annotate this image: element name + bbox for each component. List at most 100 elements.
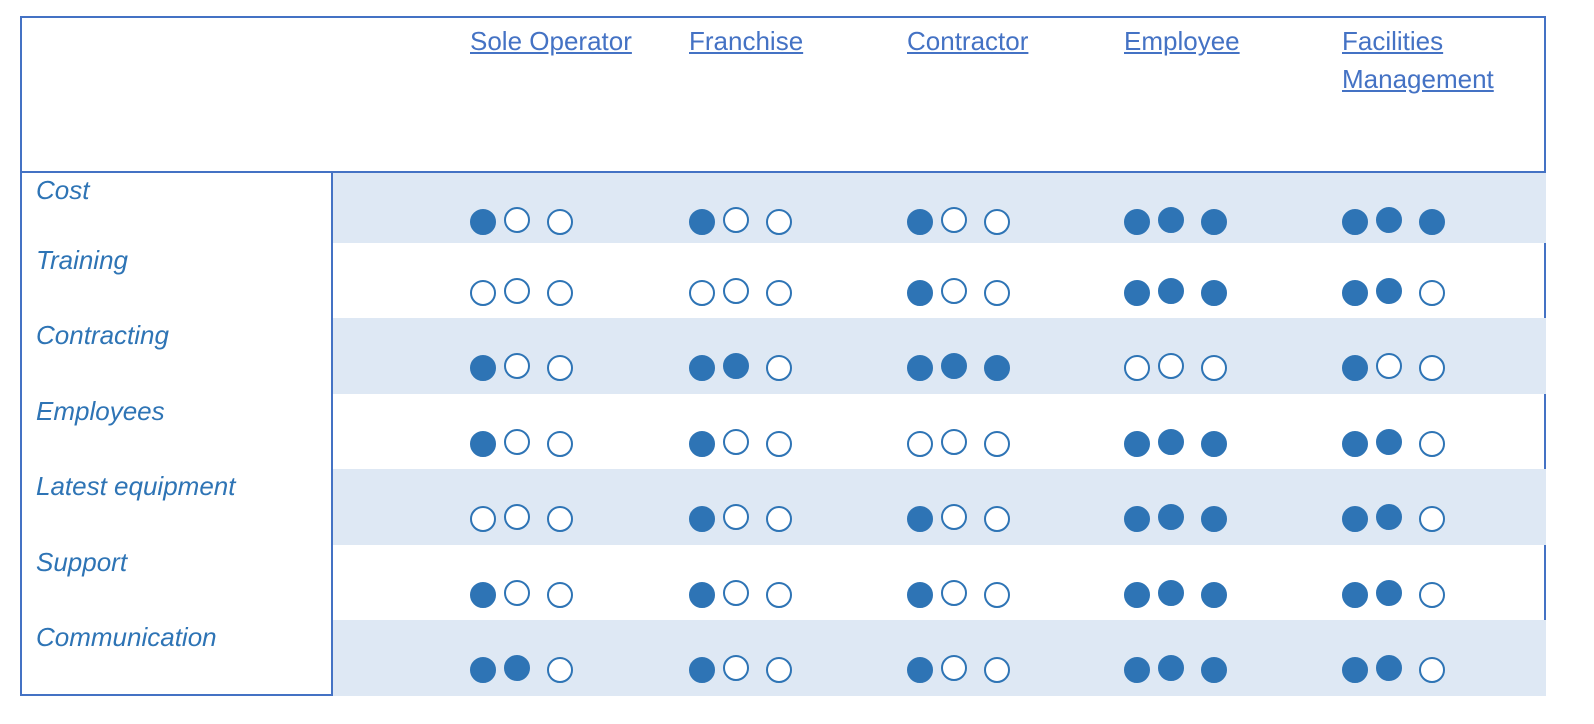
rating-dot-empty (984, 582, 1010, 608)
rating-dot-filled (470, 209, 496, 235)
rating-dot-empty (766, 280, 792, 306)
rating-dot-empty (984, 280, 1010, 306)
rating-dot-filled (1342, 506, 1368, 532)
rating-dot-empty (1419, 431, 1445, 457)
header-divider (22, 171, 1544, 173)
column-header-2[interactable]: Franchise (689, 26, 804, 56)
rating-dot-filled (1376, 655, 1402, 681)
rating-dot-empty (723, 655, 749, 681)
rating-dot-filled (907, 506, 933, 532)
rating-dot-filled (1376, 278, 1402, 304)
rating-dot-empty (766, 355, 792, 381)
rating-dot-filled (907, 280, 933, 306)
rating-dot-filled (1158, 580, 1184, 606)
rating-dot-filled (1158, 504, 1184, 530)
rating-dot-empty (766, 506, 792, 532)
rating-dot-empty (984, 506, 1010, 532)
rating-dot-filled (1342, 582, 1368, 608)
row-label: Contracting (36, 320, 169, 350)
rating-dot-empty (984, 657, 1010, 683)
rating-dot-filled (689, 657, 715, 683)
rating-dot-filled (1158, 429, 1184, 455)
rating-dot-filled (470, 657, 496, 683)
rating-dot-filled (1124, 657, 1150, 683)
rating-dot-empty (1419, 657, 1445, 683)
rating-dot-filled (470, 355, 496, 381)
rating-dot-filled (470, 431, 496, 457)
row-label: Training (36, 245, 129, 275)
column-header-5[interactable]: Facilities Management (1342, 26, 1494, 94)
rating-dot-filled (941, 353, 967, 379)
rating-dot-empty (470, 280, 496, 306)
rating-dot-empty (504, 429, 530, 455)
rating-dot-empty (941, 580, 967, 606)
row-label: Employees (36, 396, 165, 426)
rating-dot-filled (907, 355, 933, 381)
rating-dot-filled (1342, 657, 1368, 683)
rating-dot-filled (1201, 582, 1227, 608)
rating-dot-empty (941, 504, 967, 530)
rating-dot-filled (1376, 429, 1402, 455)
rating-dot-filled (1158, 278, 1184, 304)
row-band (333, 469, 1546, 545)
rating-dot-empty (723, 207, 749, 233)
rating-dot-filled (470, 582, 496, 608)
rating-dot-empty (907, 431, 933, 457)
rating-dot-empty (1376, 353, 1402, 379)
rating-dot-empty (1419, 582, 1445, 608)
column-header-3[interactable]: Contractor (907, 26, 1029, 56)
row-label: Support (36, 547, 128, 577)
rating-dot-filled (1342, 431, 1368, 457)
rating-dot-filled (689, 209, 715, 235)
column-header-4[interactable]: Employee (1124, 26, 1240, 56)
rating-dot-empty (766, 657, 792, 683)
rating-dot-filled (1201, 657, 1227, 683)
rating-dot-filled (1376, 207, 1402, 233)
rating-dot-empty (470, 506, 496, 532)
rating-dot-filled (1124, 506, 1150, 532)
rating-dot-empty (1419, 280, 1445, 306)
rating-dot-empty (723, 580, 749, 606)
rating-dot-filled (1124, 582, 1150, 608)
rating-dot-empty (766, 209, 792, 235)
rating-dot-filled (1124, 209, 1150, 235)
rating-dot-filled (907, 209, 933, 235)
rating-dot-filled (1158, 207, 1184, 233)
rating-dot-filled (907, 657, 933, 683)
rating-dot-empty (723, 429, 749, 455)
rating-dot-filled (907, 582, 933, 608)
rating-dot-empty (689, 280, 715, 306)
rating-dot-empty (504, 580, 530, 606)
rating-dot-empty (941, 655, 967, 681)
rating-dot-empty (1419, 355, 1445, 381)
rating-dot-filled (1419, 209, 1445, 235)
rating-dot-filled (1342, 209, 1368, 235)
column-header-1[interactable]: Sole Operator (470, 26, 632, 56)
rating-dot-filled (1201, 506, 1227, 532)
rating-dot-filled (1376, 580, 1402, 606)
rating-dot-empty (504, 278, 530, 304)
row-band (333, 620, 1546, 696)
rating-dot-filled (1342, 355, 1368, 381)
rating-dot-filled (984, 355, 1010, 381)
rating-dot-filled (1201, 280, 1227, 306)
row-label: Communication (36, 622, 217, 652)
rating-dot-filled (1158, 655, 1184, 681)
rating-dot-filled (1201, 209, 1227, 235)
rating-dot-empty (941, 278, 967, 304)
rating-dot-filled (723, 353, 749, 379)
rating-dot-filled (1124, 280, 1150, 306)
comparison-table: Sole Operator Franchise Contractor Employee… (20, 16, 1546, 696)
rating-dot-empty (723, 278, 749, 304)
rating-dot-empty (547, 209, 573, 235)
rating-dot-empty (984, 209, 1010, 235)
row-band (333, 318, 1546, 394)
label-column-divider (331, 171, 333, 696)
rating-dot-empty (547, 355, 573, 381)
row-label: Cost (36, 175, 90, 205)
rating-dot-filled (689, 582, 715, 608)
rating-dot-filled (1342, 280, 1368, 306)
rating-dot-empty (504, 353, 530, 379)
rating-dot-empty (1201, 355, 1227, 381)
rating-dot-empty (547, 506, 573, 532)
